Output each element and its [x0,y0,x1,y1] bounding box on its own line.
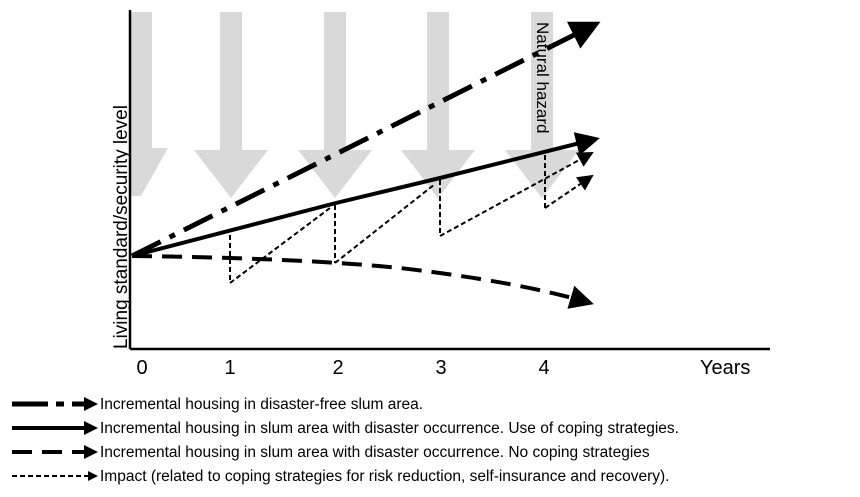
hazard-arrow-4 [505,12,579,198]
legend-label: Incremental housing in slum area with di… [100,420,679,437]
hazard-arrow-2 [298,12,372,198]
impact-recovery-2 [334,183,436,264]
y-axis-label: Living standard/security level [111,105,132,349]
diagram: Natural hazard Living standard/security … [111,10,770,379]
hazard-arrow-1 [194,12,268,198]
legend-label: Incremental housing in slum area with di… [100,444,650,461]
impact-recovery-4 [544,174,594,209]
legend-label: Impact (related to coping strategies for… [100,468,670,485]
x-tick-2: 2 [332,357,343,379]
legend-item-no-coping: Incremental housing in slum area with di… [0,442,860,466]
x-tick-0: 0 [136,357,147,379]
legend-item-impact: Impact (related to coping strategies for… [0,466,860,490]
hazard-arrows [130,12,579,198]
x-tick-4: 4 [538,357,549,379]
x-axis-label: Years [700,357,750,379]
hazard-arrow-3 [401,12,475,198]
legend-item-disaster-free: Incremental housing in disaster-free slu… [0,394,860,418]
hazard-arrow-0 [130,12,168,196]
impact-recovery-3 [439,152,594,237]
legend-label: Incremental housing in disaster-free slu… [100,396,424,413]
axes [128,10,770,351]
x-tick-3: 3 [435,357,446,379]
x-tick-1: 1 [224,357,235,379]
legend: Incremental housing in disaster-free slu… [0,394,860,490]
line-coping [131,132,600,258]
line-no-coping [131,254,594,309]
legend-symbol-solid [12,421,98,435]
legend-symbol-dotted [12,471,98,481]
legend-item-coping: Incremental housing in slum area with di… [0,418,860,442]
legend-symbol-dashed [12,445,98,459]
hazard-label: Natural hazard [533,22,552,134]
impact-lines [229,152,594,284]
line-disaster-free [130,21,601,259]
legend-symbol-dash-dot [12,397,98,411]
impact-recovery-1 [229,207,331,284]
